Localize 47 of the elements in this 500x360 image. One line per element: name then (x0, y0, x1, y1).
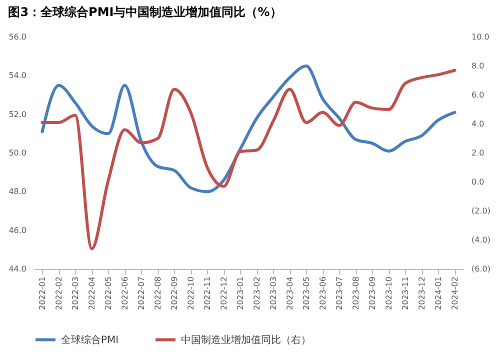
x-tick-label: 2022-03 (70, 276, 80, 310)
chart-title: 图3：全球综合PMI与中国制造业增加值同比（%） (8, 5, 282, 19)
legend-label: 中国制造业增加值同比（右） (181, 334, 311, 346)
line-series (40, 68, 456, 250)
x-tick-label: 2022-04 (87, 276, 96, 310)
y2-tick-label: 8.0 (472, 62, 484, 70)
y2-tick-label: (4.0) (472, 236, 490, 244)
y-tick-label: 48.0 (8, 187, 26, 196)
y-tick-label: 44.0 (8, 264, 26, 274)
x-tick-label: 2023-04 (285, 276, 294, 310)
y2-tick-label: 2.0 (472, 148, 484, 158)
y2-tick-label: 6.0 (472, 90, 484, 100)
y2-tick-label: 10.0 (472, 32, 490, 42)
x-tick-label: 2022-01 (38, 276, 47, 310)
x-tick-label: 2023-03 (268, 276, 278, 310)
legend-label: 全球综合PMI (61, 334, 119, 346)
line-series (40, 64, 456, 194)
x-tick-label: 2022-09 (170, 276, 179, 310)
y-tick-label: 50.0 (8, 148, 26, 158)
y-tick-label: 54.0 (8, 71, 26, 80)
x-tick-label: 2023-10 (384, 276, 394, 310)
x-tick-label: 2022-02 (54, 276, 64, 310)
x-tick-label: 2022-08 (153, 276, 162, 310)
x-tick-label: 2023-08 (351, 276, 360, 310)
x-tick-label: 2023-06 (318, 276, 328, 310)
x-tick-label: 2023-11 (400, 276, 410, 310)
x-tick-label: 2023-12 (417, 276, 426, 310)
x-tick-label: 2024-01 (434, 276, 443, 310)
x-tick-label: 2023-05 (302, 276, 311, 310)
y-tick-label: 52.0 (8, 110, 26, 119)
x-tick-label: 2023-01 (236, 276, 245, 310)
x-tick-label: 2022-12 (219, 276, 228, 310)
y2-tick-label: (2.0) (472, 206, 490, 216)
x-tick-label: 2022-11 (202, 276, 212, 310)
y-tick-label: 46.0 (8, 226, 26, 235)
y2-tick-label: 4.0 (472, 120, 484, 128)
x-tick-label: 2022-07 (136, 276, 146, 310)
x-tick-label: 2023-07 (334, 276, 344, 310)
y-tick-label: 56.0 (8, 32, 26, 42)
y2-tick-label: 0.0 (472, 178, 484, 186)
x-tick-label: 2023-02 (252, 276, 262, 310)
x-tick-label: 2022-05 (104, 276, 113, 310)
x-tick-label: 2024-02 (450, 276, 460, 310)
y2-tick-label: (6.0) (472, 264, 490, 274)
x-tick-label: 2022-10 (186, 276, 196, 310)
x-tick-label: 2022-06 (120, 276, 130, 310)
x-tick-label: 2023-09 (368, 276, 377, 310)
